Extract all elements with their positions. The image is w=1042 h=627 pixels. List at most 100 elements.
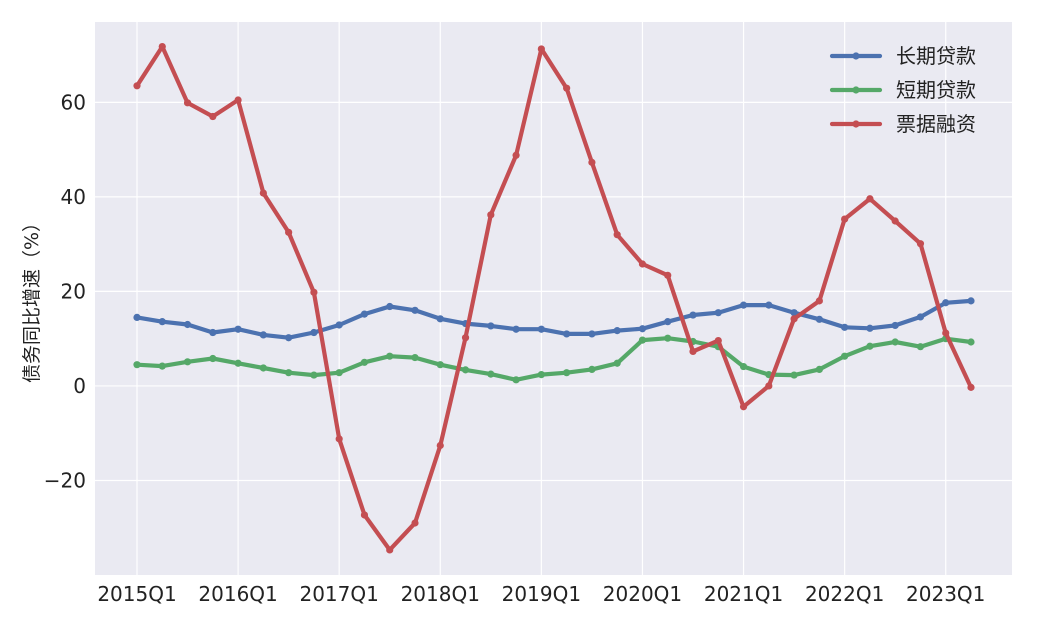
data-point (664, 318, 672, 326)
data-point (613, 327, 621, 335)
data-point (234, 359, 242, 367)
data-point (133, 313, 141, 322)
data-point (815, 365, 823, 373)
data-point (335, 321, 343, 329)
legend-marker (852, 86, 860, 94)
data-point (790, 371, 798, 379)
data-point (537, 45, 545, 53)
x-tick-label: 2019Q1 (502, 582, 581, 606)
data-point (310, 328, 318, 337)
data-point (436, 315, 444, 323)
data-point (613, 359, 621, 367)
plot-background (95, 22, 1012, 575)
data-point (942, 299, 950, 307)
data-point (714, 309, 722, 317)
data-point (335, 435, 343, 443)
series-0 (133, 297, 975, 342)
data-point (411, 353, 419, 362)
legend-item: 长期贷款 (829, 44, 976, 68)
x-axis: 2015Q1 2016Q1 2017Q1 2018Q1 2019Q1 2020Q1 2021… (97, 582, 985, 606)
data-point (285, 334, 293, 342)
legend-label: 长期贷款 (896, 44, 976, 68)
data-point (891, 217, 899, 225)
data-point (841, 352, 849, 360)
data-point (310, 288, 318, 296)
series-line (134, 44, 974, 553)
y-tick-label: 60 (61, 90, 86, 114)
data-point (841, 323, 849, 331)
data-point (512, 151, 520, 159)
series-layer (133, 42, 975, 554)
data-point (209, 328, 217, 337)
data-point (335, 369, 343, 377)
data-point (487, 322, 495, 330)
series-1 (133, 334, 975, 384)
data-point (916, 313, 925, 321)
y-tick-label: 40 (61, 185, 86, 209)
data-point (411, 306, 419, 314)
data-point (360, 511, 369, 519)
data-point (638, 336, 647, 344)
data-point (386, 352, 394, 360)
data-point (234, 96, 242, 104)
data-point (841, 215, 849, 223)
x-tick-label: 2016Q1 (198, 582, 277, 606)
data-point (689, 311, 697, 319)
legend-label: 短期贷款 (896, 78, 976, 102)
series-line (134, 336, 974, 382)
data-point (386, 302, 394, 311)
data-point (739, 301, 748, 309)
data-point (487, 211, 495, 219)
data-point (461, 366, 470, 374)
data-point (158, 318, 166, 326)
data-point (866, 342, 874, 350)
x-tick-label: 2017Q1 (299, 582, 378, 606)
data-point (183, 358, 192, 366)
data-point (967, 297, 975, 305)
data-point (537, 370, 545, 379)
data-point (765, 382, 773, 390)
data-point (689, 347, 697, 356)
data-point (234, 325, 242, 333)
data-point (563, 330, 571, 338)
x-tick-label: 2020Q1 (603, 582, 682, 606)
data-point (891, 338, 899, 346)
data-point (209, 112, 217, 121)
data-point (133, 361, 141, 369)
data-point (183, 320, 192, 329)
y-tick-label: 20 (61, 279, 86, 303)
data-point (664, 334, 672, 342)
data-point (916, 343, 925, 351)
data-point (563, 369, 571, 377)
legend-label: 票据融资 (896, 112, 976, 136)
data-point (613, 231, 621, 239)
x-tick-label: 2018Q1 (401, 582, 480, 606)
data-point (158, 42, 166, 51)
data-point (815, 297, 823, 305)
data-point (259, 331, 267, 339)
data-point (815, 315, 823, 323)
data-point (487, 370, 495, 378)
data-point (436, 441, 444, 450)
data-point (664, 271, 672, 279)
data-point (310, 371, 318, 379)
data-point (714, 336, 722, 345)
y-tick-label: −20 (44, 468, 86, 492)
data-point (512, 325, 520, 333)
data-point (866, 324, 874, 332)
data-point (259, 364, 267, 372)
y-axis-title: 债务同比增速（%） (21, 213, 43, 383)
data-point (588, 158, 596, 166)
data-point (790, 309, 798, 317)
x-tick-label: 2022Q1 (805, 582, 884, 606)
data-point (790, 315, 798, 323)
data-point (285, 369, 293, 377)
data-point (259, 189, 267, 197)
data-point (461, 334, 470, 342)
data-point (512, 376, 520, 384)
data-point (638, 260, 647, 268)
data-point (739, 403, 748, 411)
y-tick-label: 0 (73, 374, 86, 398)
legend-item: 票据融资 (829, 112, 976, 136)
data-point (866, 195, 874, 203)
